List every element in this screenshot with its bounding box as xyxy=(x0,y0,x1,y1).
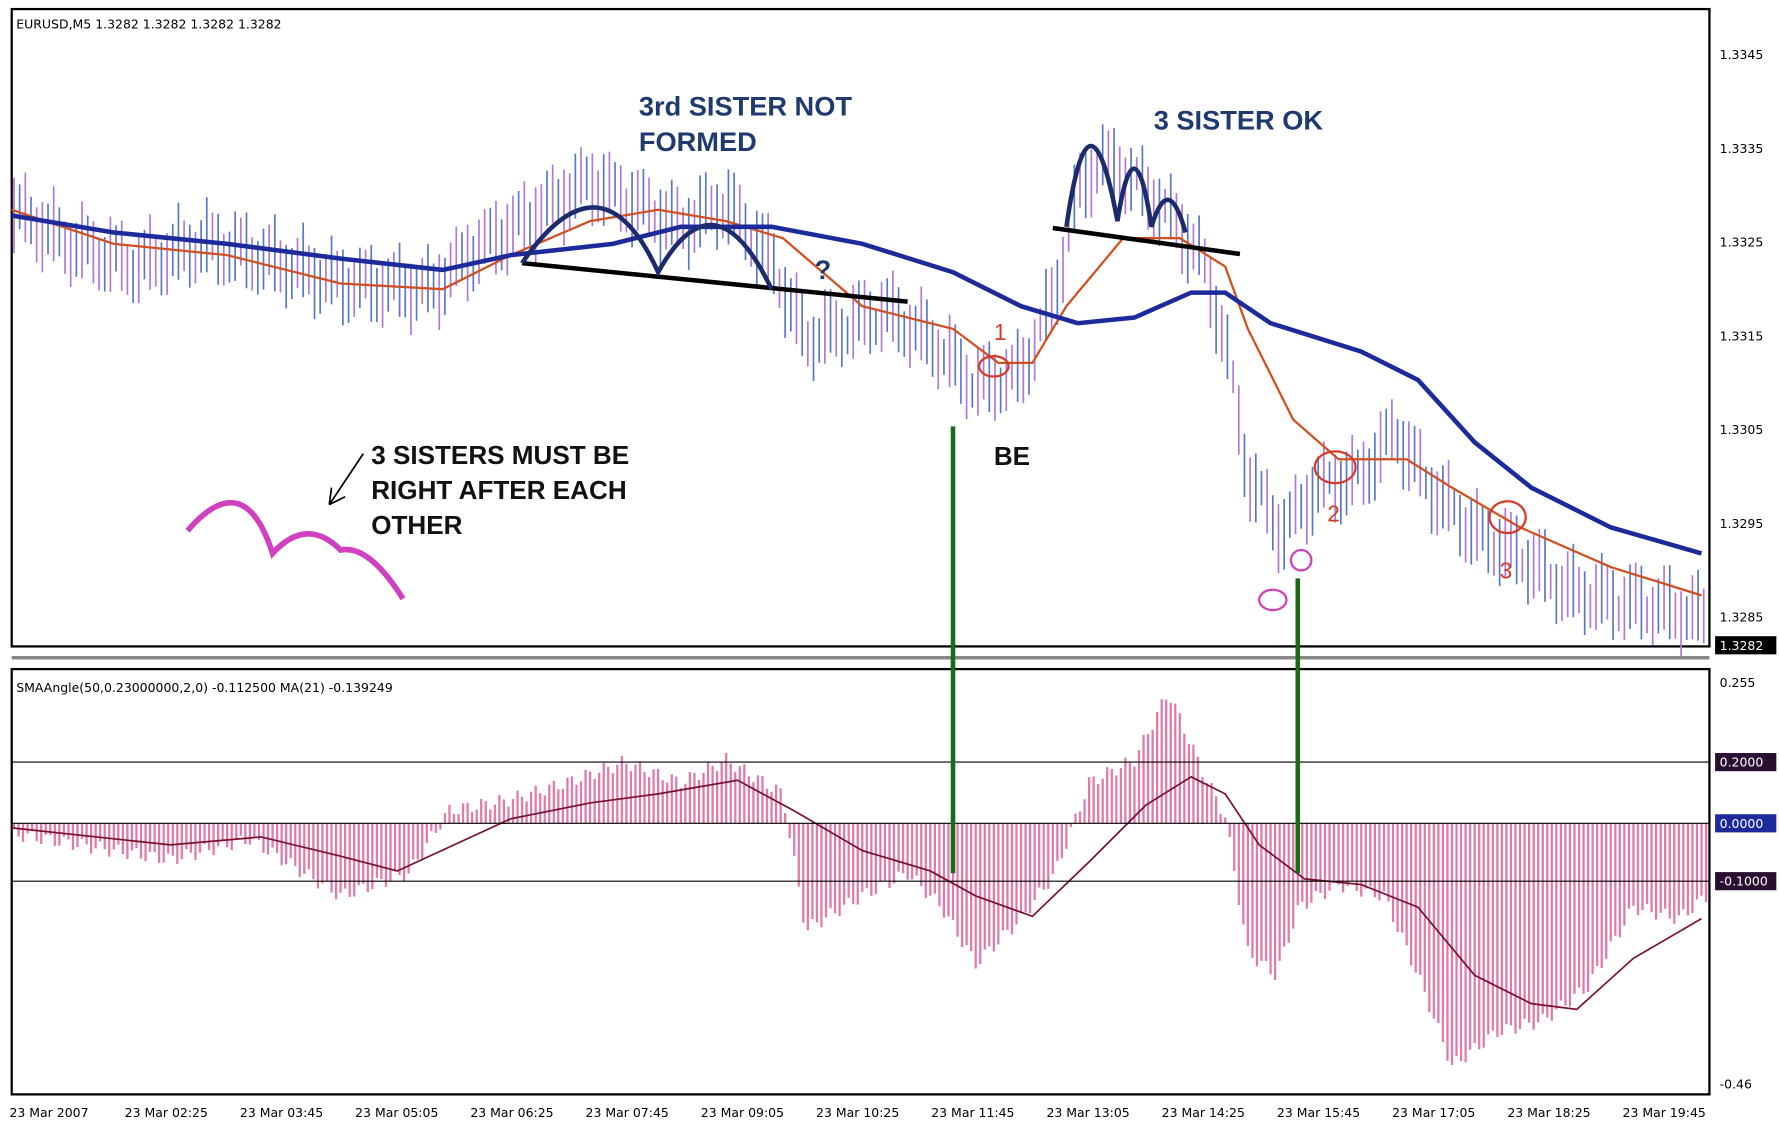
axis-label: 1.3285 xyxy=(1720,610,1764,625)
time-label: 23 Mar 10:25 xyxy=(816,1105,899,1120)
annotation: BE xyxy=(994,441,1030,471)
level-label: -0.1000 xyxy=(1720,874,1768,889)
time-label: 23 Mar 13:05 xyxy=(1046,1105,1129,1120)
time-label: 23 Mar 02:25 xyxy=(125,1105,208,1120)
time-label: 23 Mar 15:45 xyxy=(1277,1105,1360,1120)
annotation: FORMED xyxy=(639,126,757,157)
time-label: 23 Mar 09:05 xyxy=(701,1105,784,1120)
level-box xyxy=(1715,753,1777,772)
circle xyxy=(1258,588,1288,612)
level-label: 0.2000 xyxy=(1720,755,1764,770)
axis-label: -0.46 xyxy=(1720,1077,1752,1092)
level-box xyxy=(1715,872,1777,891)
annotation: 3 SISTERS MUST BE xyxy=(371,440,629,470)
annotation: 3 xyxy=(1500,557,1513,583)
slow-ma xyxy=(11,213,1703,556)
circle xyxy=(977,354,1010,378)
axis-label: 1.3345 xyxy=(1720,47,1764,62)
annotation: 2 xyxy=(1327,501,1340,527)
time-label: 23 Mar 07:45 xyxy=(586,1105,669,1120)
annotation: OTHER xyxy=(371,510,462,540)
indicator-header: SMAAngle(50,0.23000000,2,0) -0.112500 MA… xyxy=(16,680,393,695)
time-label: 23 Mar 18:25 xyxy=(1507,1105,1590,1120)
axis-label: 1.3335 xyxy=(1720,141,1764,156)
neckline xyxy=(1052,225,1241,257)
annotation: RIGHT AFTER EACH xyxy=(371,475,626,505)
time-label: 23 Mar 11:45 xyxy=(931,1105,1014,1120)
symbol-header: EURUSD,M5 1.3282 1.3282 1.3282 1.3282 xyxy=(16,16,281,31)
annotation: 3 SISTER OK xyxy=(1154,104,1324,135)
annotation: 3rd SISTER NOT xyxy=(639,91,853,122)
time-label: 23 Mar 03:45 xyxy=(240,1105,323,1120)
circle xyxy=(1289,548,1313,572)
sisters-outline xyxy=(520,205,774,291)
fast-ma xyxy=(11,208,1702,597)
axis-label: 1.3315 xyxy=(1720,328,1764,343)
sketch xyxy=(185,500,406,601)
arrow xyxy=(328,453,364,506)
level-label: 0.0000 xyxy=(1720,816,1764,831)
sisters-outline xyxy=(1064,143,1188,234)
time-label: 23 Mar 19:45 xyxy=(1623,1105,1706,1120)
indicator-ma xyxy=(11,775,1702,1011)
price-pane xyxy=(10,7,1711,648)
circle xyxy=(1488,500,1527,535)
axis-label: 1.3295 xyxy=(1720,516,1764,531)
current-price-box xyxy=(1715,636,1777,655)
neckline xyxy=(521,260,908,304)
time-label: 23 Mar 14:25 xyxy=(1162,1105,1245,1120)
time-label: 23 Mar 05:05 xyxy=(355,1105,438,1120)
circle xyxy=(1313,450,1357,485)
axis-label: 1.3305 xyxy=(1720,422,1764,437)
level-box xyxy=(1715,814,1777,833)
time-label: 23 Mar 17:05 xyxy=(1392,1105,1475,1120)
axis-label: 0.255 xyxy=(1720,675,1756,690)
time-label: 23 Mar 06:25 xyxy=(470,1105,553,1120)
current-price: 1.3282 xyxy=(1720,638,1764,653)
axis-label: 1.3325 xyxy=(1720,235,1764,250)
time-label: 23 Mar 2007 xyxy=(9,1105,88,1120)
annotation: ? xyxy=(815,254,832,285)
annotation: 1 xyxy=(994,319,1007,345)
